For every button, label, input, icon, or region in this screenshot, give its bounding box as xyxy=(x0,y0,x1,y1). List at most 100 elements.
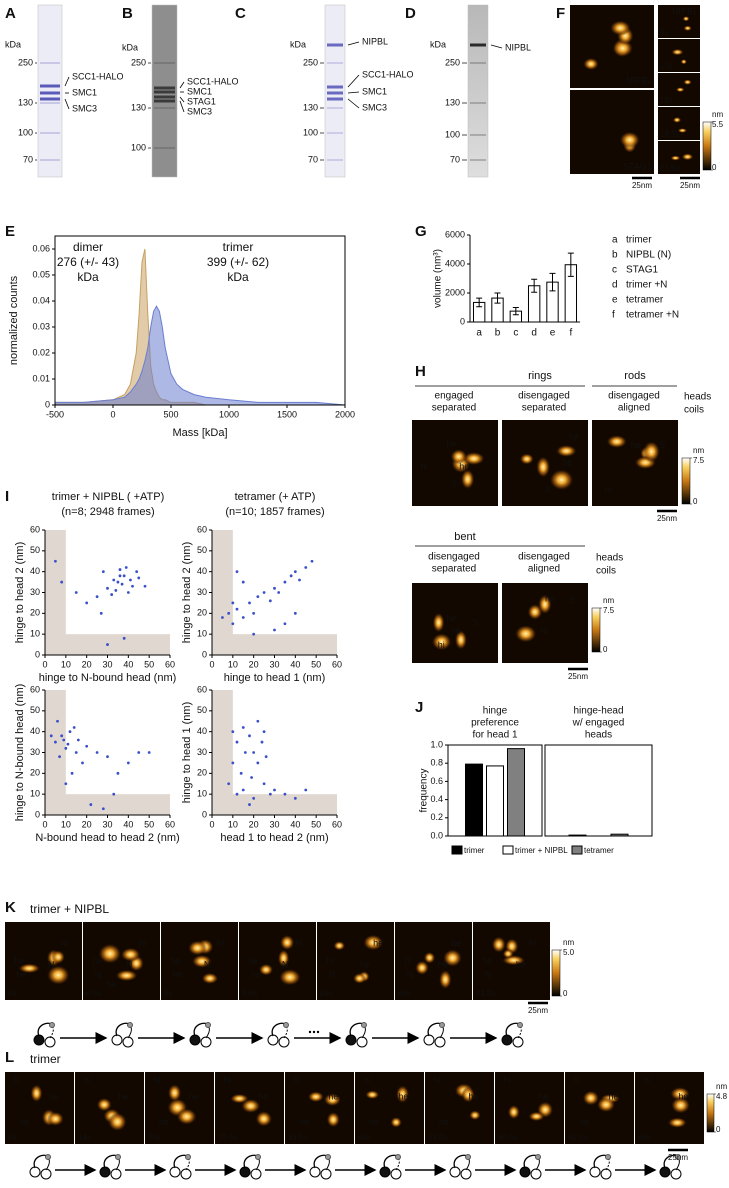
afm-blob xyxy=(606,435,628,449)
state-label: separated xyxy=(432,403,476,414)
scatter-point xyxy=(262,730,266,734)
afm-blob xyxy=(460,469,475,490)
bar xyxy=(610,833,629,837)
scatter-point xyxy=(118,568,122,571)
x-tick-label: 1500 xyxy=(277,409,297,419)
scatter-point xyxy=(273,628,276,632)
scatter-point xyxy=(241,726,245,729)
cartoon xyxy=(519,1154,542,1180)
time-label: 19.5s xyxy=(660,130,680,139)
x-axis-label: head 1 to head 2 (nm) xyxy=(220,832,328,844)
legend-label: trimer +N xyxy=(626,280,667,291)
scatter-point xyxy=(143,584,147,588)
scatter-point xyxy=(243,751,247,754)
afm-image xyxy=(412,583,498,663)
cartoon-hinge xyxy=(517,1022,523,1028)
time-label: 23.5s xyxy=(660,164,680,173)
state-label: separated xyxy=(522,403,566,414)
y-tick-label: 0.01 xyxy=(32,373,50,383)
state-label: aligned xyxy=(618,403,650,414)
row-title: trimer xyxy=(30,1052,61,1066)
image-label: NIPBL xyxy=(626,75,652,85)
cartoon-head xyxy=(670,1168,682,1180)
group-label: heads xyxy=(585,730,612,741)
scatter-point xyxy=(231,730,235,734)
cartoon-head xyxy=(250,1168,262,1180)
band-label: SCC1-HALO xyxy=(362,69,414,79)
panel-label: A xyxy=(5,5,16,22)
bar xyxy=(465,763,483,837)
y-axis-label: volume (nm³) xyxy=(433,249,444,308)
image-label: he xyxy=(118,1092,128,1102)
cartoon-head xyxy=(356,1036,368,1048)
image-label: N xyxy=(485,969,492,979)
afm-image xyxy=(658,107,700,140)
scatter-point xyxy=(268,599,272,603)
image-label: hi xyxy=(83,1075,90,1085)
afm-blob xyxy=(683,79,692,85)
afm-blob xyxy=(681,153,694,161)
afm-blob xyxy=(538,594,552,615)
cartoon-hinge xyxy=(395,1154,401,1160)
scale-bar-label: 25nm xyxy=(668,1153,688,1162)
image-label: he xyxy=(678,1092,688,1102)
afm-blob xyxy=(583,57,599,71)
threshold-shade xyxy=(45,794,170,815)
y-tick-label: 10 xyxy=(30,629,40,639)
protein-band xyxy=(154,99,175,103)
scatter-point xyxy=(256,761,260,765)
y-tick-label: 50 xyxy=(30,705,40,715)
marker-label: 70 xyxy=(308,154,318,164)
cartoon-hinge xyxy=(535,1154,541,1160)
afm-blob xyxy=(514,624,537,643)
y-tick-label: 10 xyxy=(30,789,40,799)
y-tick-label: 0 xyxy=(35,809,40,819)
y-tick-label: 20 xyxy=(197,608,207,618)
scatter-point xyxy=(81,761,84,765)
afm-blob xyxy=(258,963,274,976)
band-leader xyxy=(179,81,185,89)
cartoon-hinge xyxy=(465,1154,471,1160)
scale-bar-label: 25nm xyxy=(680,181,700,190)
time-label: 31.5s xyxy=(288,1133,308,1142)
image-label: hi xyxy=(529,938,536,948)
image-label: NIPBL xyxy=(672,6,698,16)
marker-label: 250 xyxy=(445,57,460,67)
threshold-shade xyxy=(212,794,337,815)
protein-band xyxy=(327,97,343,101)
afm-blob xyxy=(491,936,506,953)
afm-blob xyxy=(255,1110,273,1127)
legend-key: d xyxy=(612,280,618,291)
x-tick-label: 40 xyxy=(123,819,133,829)
afm-blob xyxy=(120,947,141,962)
scatter-point xyxy=(235,570,239,574)
legend-label: trimer xyxy=(626,235,652,246)
scatter-point xyxy=(126,761,130,765)
image-label: hi xyxy=(293,1075,300,1085)
scatter-point xyxy=(95,595,99,599)
image-label: hi xyxy=(404,955,411,965)
x-tick-label: 30 xyxy=(269,659,279,669)
afm-blob xyxy=(609,20,631,36)
band-label: SMC3 xyxy=(72,103,97,113)
image-label: he xyxy=(631,440,641,450)
scatter-point xyxy=(68,730,72,734)
scatter-point xyxy=(289,574,293,578)
error-bar xyxy=(476,297,483,308)
cartoon-head xyxy=(519,1166,531,1178)
image-label: hi xyxy=(433,1075,440,1085)
image-label: he xyxy=(170,955,180,965)
band-label: SMC3 xyxy=(187,106,212,116)
cartoon-head xyxy=(111,1034,123,1046)
x-tick-label: 60 xyxy=(332,659,342,669)
afm-blob xyxy=(307,1091,324,1103)
afm-blob xyxy=(278,968,301,986)
colorbar-max: 4.8 xyxy=(716,1092,728,1101)
y-axis-label: hinge to head 1 (nm) xyxy=(181,702,193,804)
legend-label: trimer + NIPBL xyxy=(515,846,568,855)
scale-bar-label: 25nm xyxy=(568,672,588,681)
scatter-point xyxy=(273,586,276,590)
afm-blob xyxy=(333,940,346,951)
cartoon-head xyxy=(44,1036,56,1048)
image-label: he xyxy=(451,938,461,948)
